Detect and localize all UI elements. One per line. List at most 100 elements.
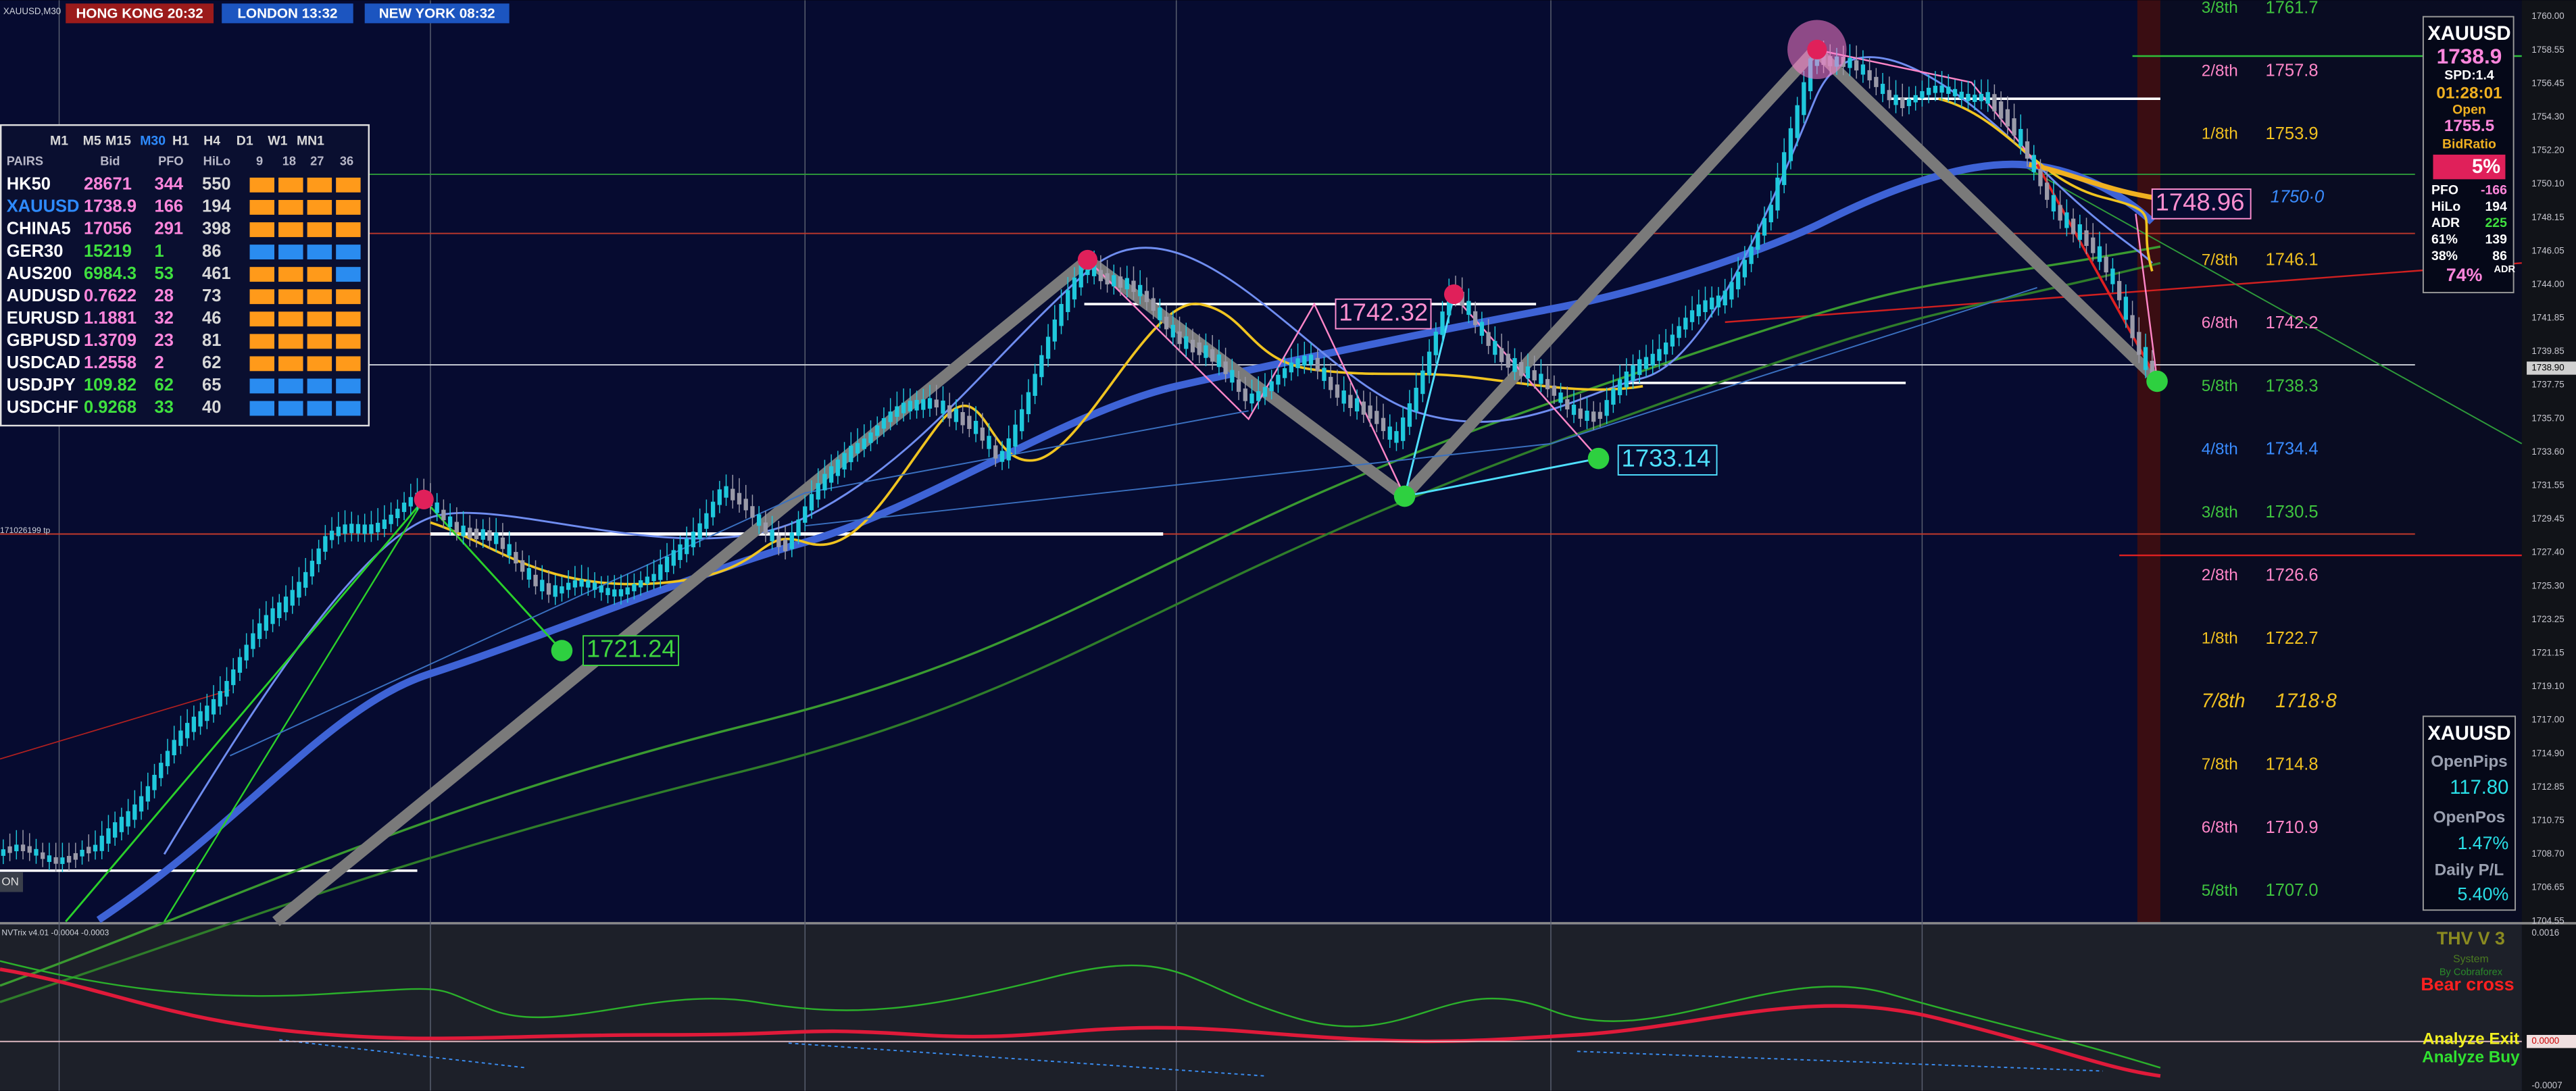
candle-body xyxy=(1512,358,1517,372)
candle-body xyxy=(1788,128,1793,161)
pair-bid: 1.1881 xyxy=(84,309,137,328)
candle-body xyxy=(1216,354,1222,367)
candle-body xyxy=(355,524,361,534)
strength-bar xyxy=(278,267,303,282)
timeframe-tab: H4 xyxy=(203,134,220,149)
price-tick: 1758.55 xyxy=(2531,45,2564,55)
candle-body xyxy=(2012,118,2016,136)
candle-body xyxy=(454,522,460,533)
strength-bar xyxy=(278,199,303,215)
info-stat-label: HiLo xyxy=(2431,199,2460,214)
murrey-price: 1746.1 xyxy=(2266,251,2319,270)
candle-body xyxy=(165,751,170,767)
candle-body xyxy=(1552,385,1557,396)
candle-body xyxy=(2097,246,2102,262)
info-bidratio-label: BidRatio xyxy=(2442,136,2496,151)
candle-body xyxy=(1230,370,1235,383)
candle-body xyxy=(389,514,393,524)
bidratio-box xyxy=(2433,154,2506,180)
pos-pips-label: OpenPips xyxy=(2431,753,2507,771)
candle-body xyxy=(1893,95,1898,105)
strength-bar xyxy=(278,356,303,372)
info-open: 1755.5 xyxy=(2444,117,2494,135)
pair-bid: 0.7622 xyxy=(84,286,137,305)
candle-body xyxy=(1597,411,1603,420)
strength-bar xyxy=(249,222,274,237)
pair-name: AUDUSD xyxy=(7,286,80,305)
indicator-lines xyxy=(0,960,2522,1078)
strength-bar xyxy=(249,267,274,282)
candle-body xyxy=(1158,307,1162,320)
candle-body xyxy=(1066,290,1070,312)
candle-body xyxy=(855,442,860,454)
candle-body xyxy=(1985,92,1990,104)
thv-author: By Cobraforex xyxy=(2439,967,2503,978)
candle-body xyxy=(717,489,722,505)
candle-body xyxy=(828,466,834,483)
candle-body xyxy=(1677,326,1681,338)
candle-body xyxy=(1427,351,1432,376)
timeframe-tab: W1 xyxy=(268,134,287,149)
left-tag-box xyxy=(0,872,24,892)
pair-name: XAUUSD xyxy=(7,197,80,216)
candle-body xyxy=(1959,91,1964,99)
candle-body xyxy=(1493,340,1497,355)
candle-body xyxy=(205,705,209,721)
candle-body xyxy=(1164,316,1169,330)
pair-hilo: 46 xyxy=(202,309,221,328)
candle-body xyxy=(1315,357,1320,372)
candle-body xyxy=(1782,152,1787,185)
info-open-label: Open xyxy=(2452,102,2486,117)
candle-body xyxy=(526,567,531,580)
price-tick: 1739.85 xyxy=(2531,346,2564,356)
strength-bar xyxy=(278,378,303,394)
candle-body xyxy=(566,582,571,590)
candle-body xyxy=(1775,177,1780,211)
candle-body xyxy=(967,415,972,429)
murrey-price: 1710.9 xyxy=(2266,818,2319,837)
pair-pfo: 33 xyxy=(155,398,174,417)
candle-body xyxy=(625,587,630,595)
candle-body xyxy=(730,488,735,501)
candle-body xyxy=(1946,86,1951,94)
pair-pfo: 1 xyxy=(155,242,164,261)
candle-body xyxy=(1519,361,1524,376)
candle-body xyxy=(862,438,866,449)
pivots xyxy=(414,20,2168,661)
candle-body xyxy=(1670,334,1675,347)
murrey-price: 1734.4 xyxy=(2266,440,2319,459)
candle-body xyxy=(1703,300,1708,313)
price-tick: 1725.30 xyxy=(2531,580,2564,590)
murrey-label: 5/8th xyxy=(2202,377,2238,395)
candle-body xyxy=(776,535,781,547)
column-header: PFO xyxy=(158,154,183,168)
thv-signal: Bear cross xyxy=(2421,974,2514,994)
strength-bar xyxy=(336,378,361,394)
info-price: 1738.9 xyxy=(2437,44,2502,68)
candle-body xyxy=(1933,85,1938,93)
candle-body xyxy=(1585,410,1589,422)
candle-body xyxy=(947,405,952,419)
future-band xyxy=(2137,0,2160,923)
candle-body xyxy=(41,852,45,859)
pair-bid: 28671 xyxy=(84,175,132,194)
strength-bar xyxy=(278,334,303,349)
candle-body xyxy=(1525,366,1531,379)
pair-hilo: 40 xyxy=(202,398,221,417)
price-scale-bg xyxy=(2521,0,2576,1091)
murrey-label: 7/8th xyxy=(2202,690,2246,712)
candle-body xyxy=(435,502,439,513)
candle-body xyxy=(1729,282,1734,300)
column-header: PAIRS xyxy=(7,154,43,168)
candle-body xyxy=(953,409,959,422)
candle-body xyxy=(264,615,269,631)
info-stat-value: 194 xyxy=(2485,199,2507,214)
pair-pfo: 166 xyxy=(155,197,184,216)
thv-title: THV V 3 xyxy=(2437,928,2505,948)
pair-hilo: 81 xyxy=(202,331,221,350)
candle-body xyxy=(1710,297,1714,309)
candle-body xyxy=(2077,224,2082,240)
candle-body xyxy=(184,723,190,738)
candle-body xyxy=(1998,101,2004,119)
timeframe-tab: D1 xyxy=(237,134,253,149)
